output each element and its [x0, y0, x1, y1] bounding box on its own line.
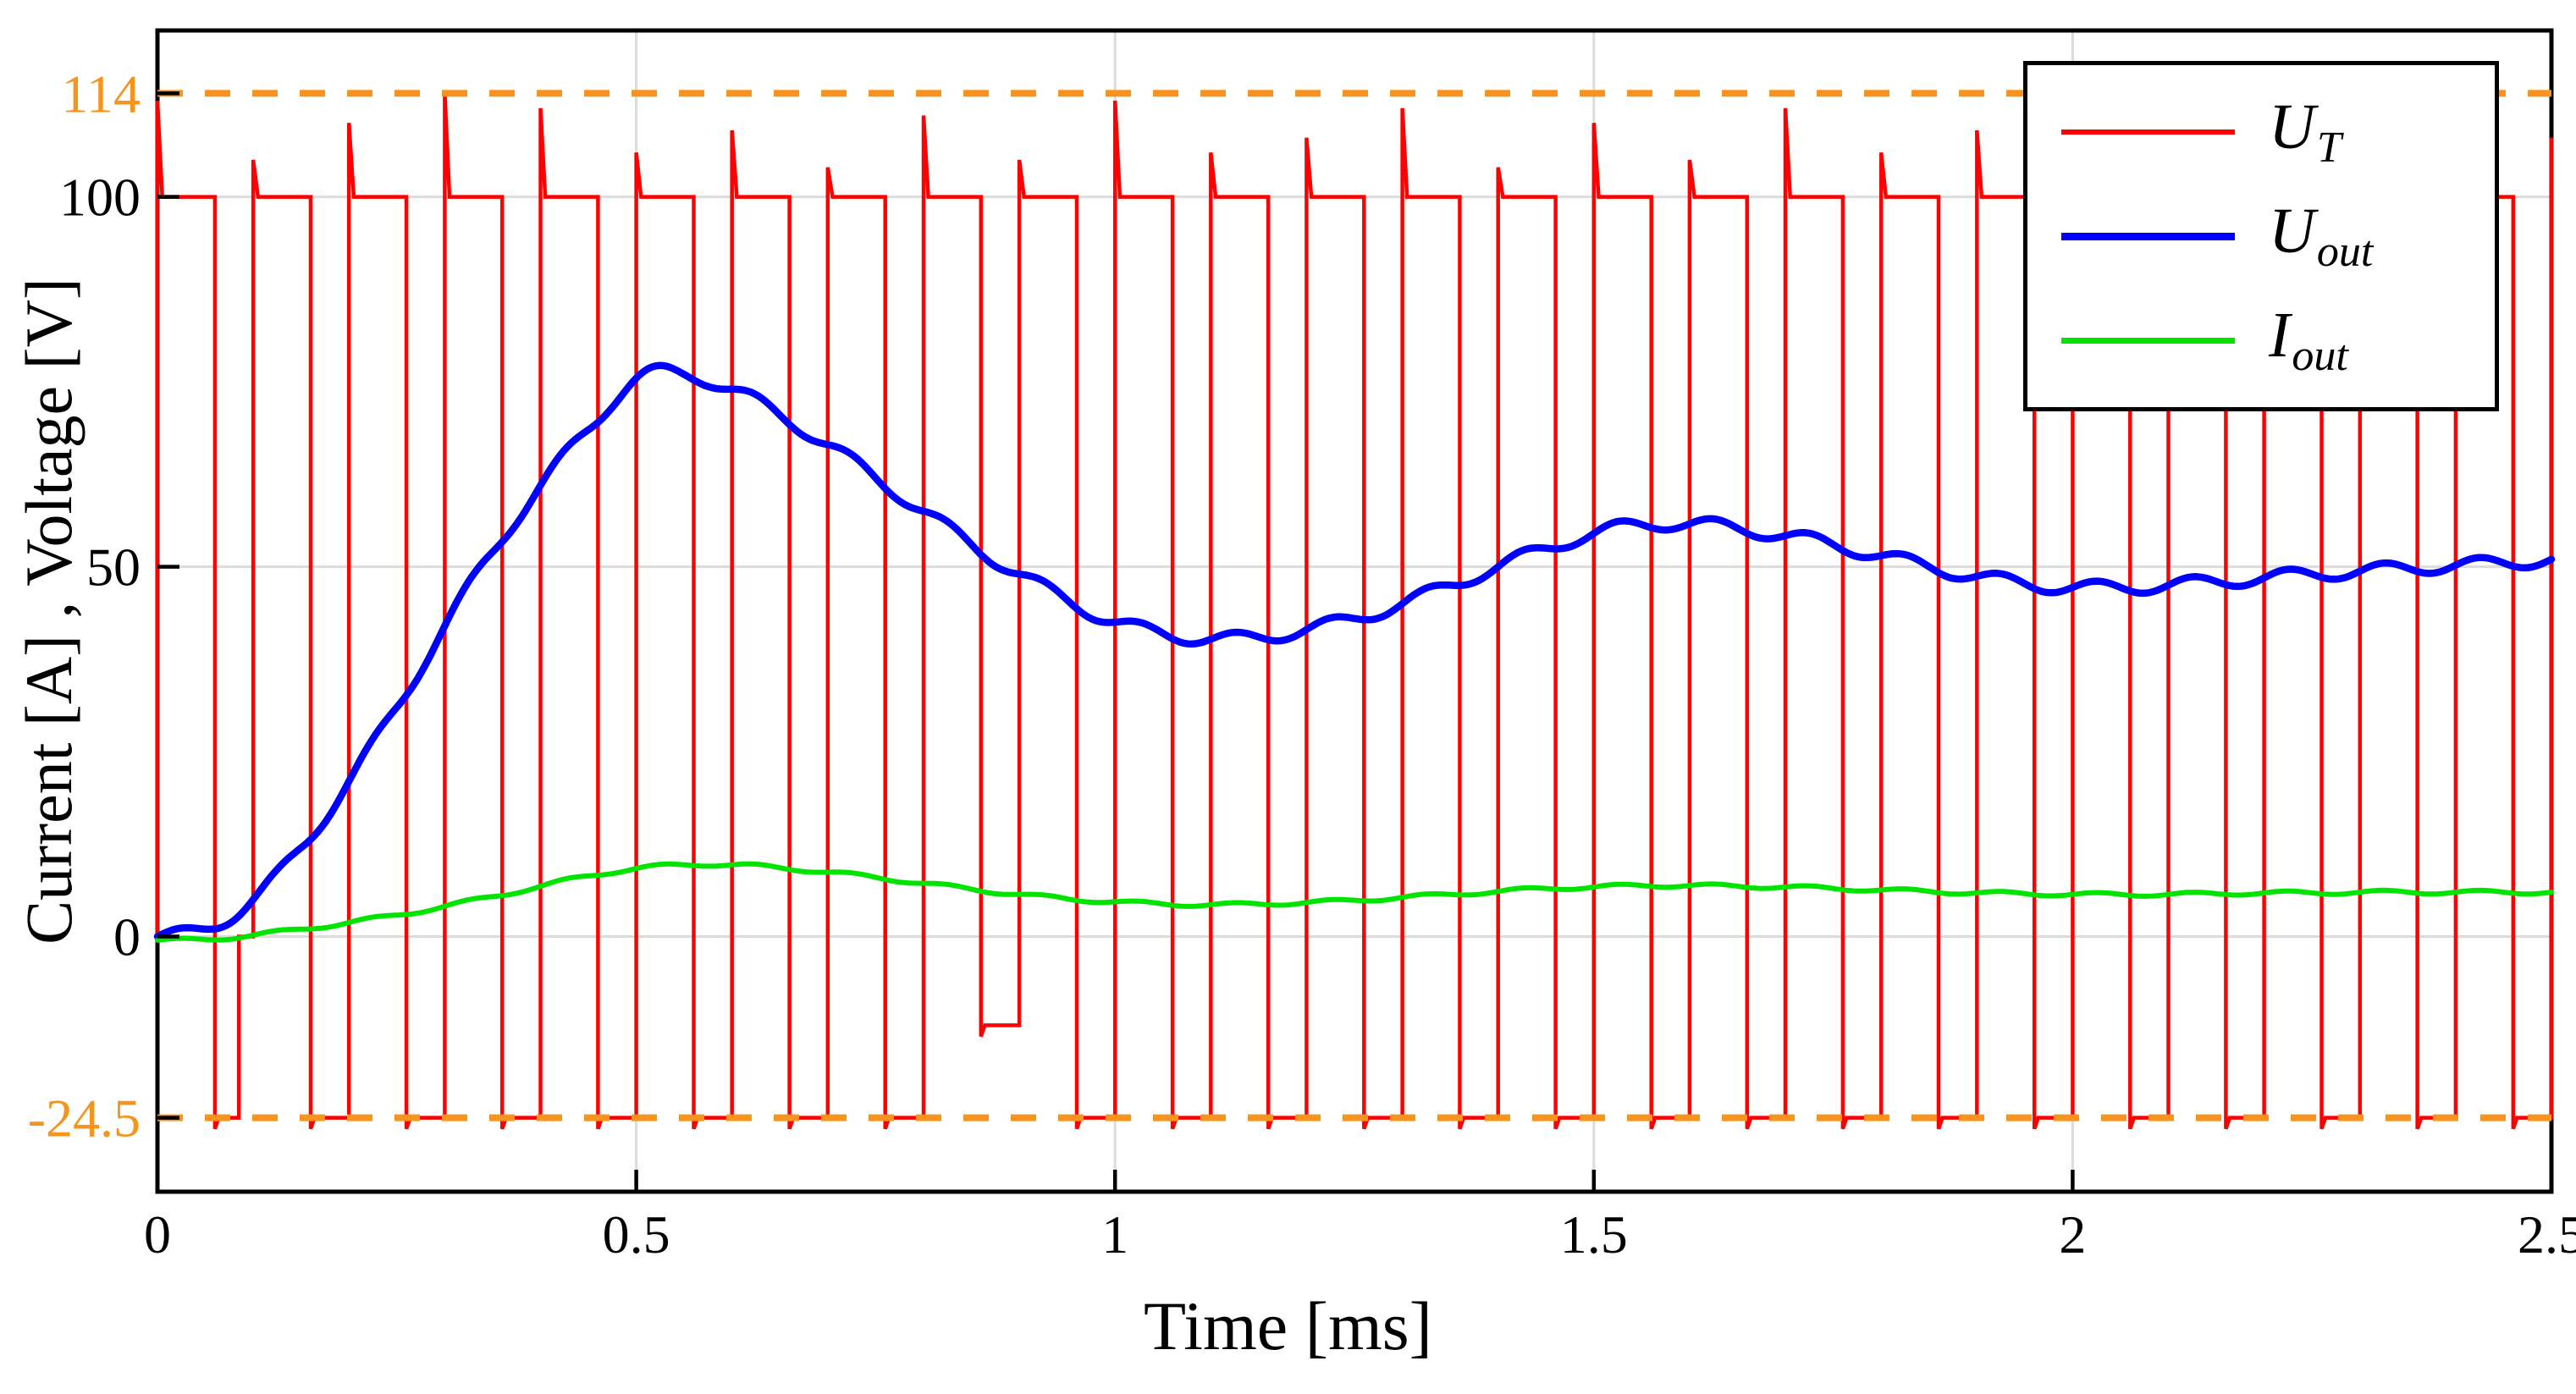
- x-axis-label: Time [ms]: [1144, 1287, 1432, 1364]
- y-tick-label: 114: [61, 63, 141, 124]
- y-tick-label: -24.5: [28, 1088, 141, 1149]
- legend-label-sub: out: [2316, 227, 2374, 276]
- y-axis-label: Current [A] , Voltage [V]: [12, 278, 85, 945]
- legend-line-sample-ut: [2061, 129, 2235, 135]
- x-tick-label: 0: [144, 1204, 171, 1265]
- legend-label-uout: Uout: [2269, 199, 2373, 274]
- legend-item-uout: Uout: [2061, 190, 2461, 283]
- legend-item-iout: Iout: [2061, 294, 2461, 387]
- legend-label-sub: T: [2316, 123, 2342, 172]
- legend-label-iout: Iout: [2269, 303, 2348, 378]
- legend-label-main: U: [2269, 195, 2315, 267]
- legend: UT Uout Iout: [2023, 61, 2499, 411]
- legend-label-main: U: [2269, 91, 2315, 163]
- x-tick-label: 1.5: [1560, 1204, 1628, 1265]
- series-uout: [153, 361, 2556, 940]
- legend-line-sample-uout: [2061, 232, 2235, 240]
- x-tick-label: 2: [2059, 1204, 2086, 1265]
- legend-item-ut: UT: [2061, 85, 2461, 179]
- x-tick-label: 1: [1101, 1204, 1128, 1265]
- series-iout: [155, 861, 2554, 943]
- x-tick-label: 0.5: [603, 1204, 670, 1265]
- legend-line-sample-iout: [2061, 337, 2235, 344]
- y-tick-label: 50: [86, 537, 141, 598]
- legend-label-sub: out: [2292, 331, 2348, 380]
- legend-label-ut: UT: [2269, 95, 2342, 170]
- x-tick-label: 2.5: [2518, 1204, 2576, 1265]
- y-tick-label: 0: [113, 907, 141, 967]
- y-tick-label: 100: [59, 168, 141, 228]
- legend-label-main: I: [2269, 299, 2291, 371]
